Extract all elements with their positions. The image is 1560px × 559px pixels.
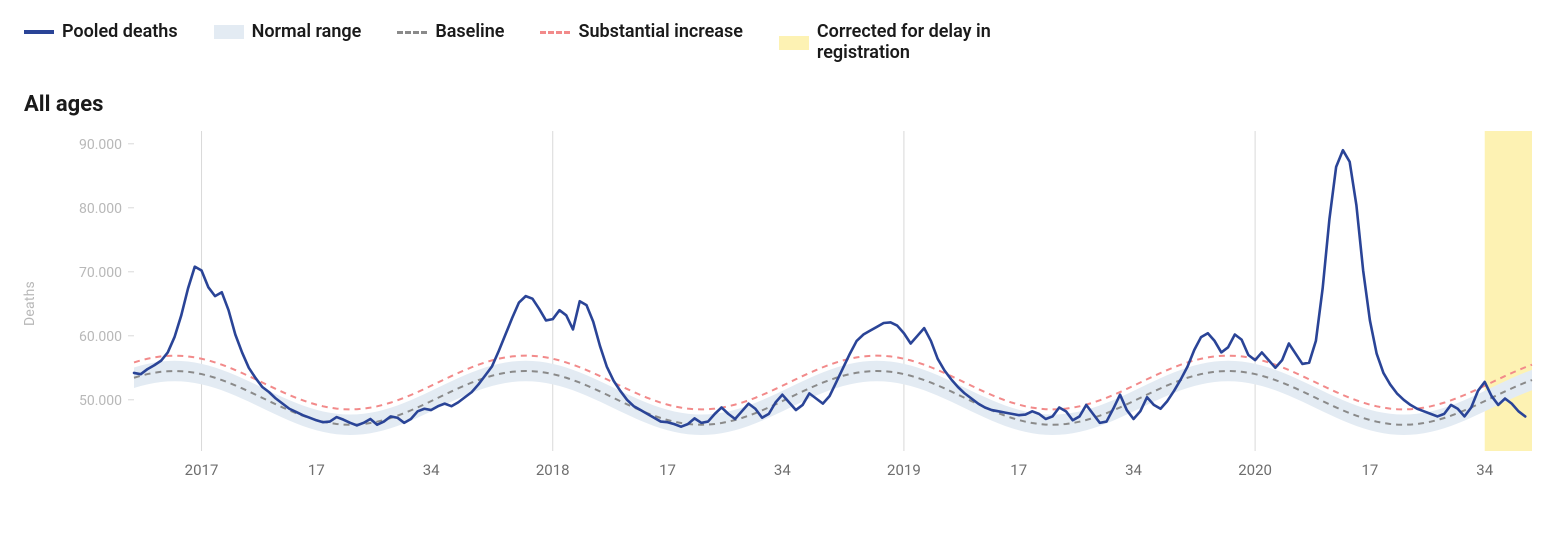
legend-item-normal: Normal range	[214, 22, 362, 43]
legend-item-pooled: Pooled deaths	[24, 22, 178, 43]
chart-svg: 50.000 60.000 70.000 80.000 90.000 2017 17 34 20…	[24, 121, 1536, 501]
legend-label-pooled: Pooled deaths	[62, 22, 178, 43]
legend-item-baseline: Baseline	[397, 22, 504, 43]
ytick-label: 90.000	[79, 137, 122, 153]
legend-swatch-baseline	[397, 31, 427, 34]
ytick-label: 80.000	[79, 201, 122, 217]
xtick-label: 34	[774, 461, 791, 479]
panel-title: All ages	[24, 92, 1536, 117]
xtick-label: 2018	[536, 461, 570, 479]
xtick-label: 2020	[1238, 461, 1272, 479]
legend-swatch-corrected	[779, 36, 809, 50]
legend: Pooled deaths Normal range Baseline Subs…	[24, 22, 1536, 70]
ytick-label: 60.000	[79, 329, 122, 345]
legend-swatch-increase	[540, 31, 570, 34]
legend-item-corrected: Corrected for delay in registration	[779, 22, 1037, 63]
ytick-label: 50.000	[79, 393, 122, 409]
xtick-label: 34	[1476, 461, 1493, 479]
chart-area: Deaths 50.00060.00070.00080.00090.000201…	[24, 121, 1536, 501]
xtick-label: 2017	[185, 461, 219, 479]
ytick-label: 70.000	[79, 265, 122, 281]
xtick-label: 34	[1125, 461, 1142, 479]
legend-label-baseline: Baseline	[435, 22, 504, 43]
legend-label-corrected: Corrected for delay in registration	[817, 22, 1037, 63]
legend-item-increase: Substantial increase	[540, 22, 742, 43]
legend-label-increase: Substantial increase	[578, 22, 742, 43]
xtick-label: 2019	[887, 461, 921, 479]
xtick-label: 17	[659, 461, 676, 479]
legend-swatch-normal	[214, 25, 244, 39]
xtick-label: 17	[1361, 461, 1378, 479]
legend-swatch-pooled	[24, 30, 54, 34]
xtick-label: 17	[1010, 461, 1027, 479]
xtick-label: 34	[423, 461, 440, 479]
legend-label-normal: Normal range	[252, 22, 362, 43]
xtick-label: 17	[308, 461, 325, 479]
